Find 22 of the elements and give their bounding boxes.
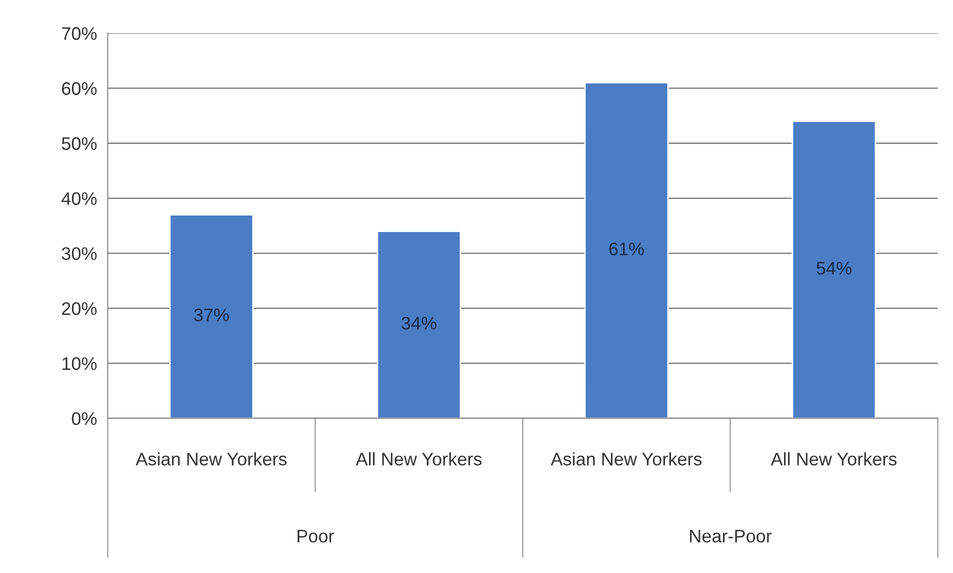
y-tick-label: 10% <box>62 357 97 370</box>
bar <box>169 214 254 418</box>
text: Near-Poor <box>690 530 772 543</box>
bar <box>792 120 876 418</box>
data-label: 61% <box>609 242 644 256</box>
x-tick-label: All New Yorkers <box>770 452 897 466</box>
y-tick-label: 70% <box>62 27 97 40</box>
data-label: 34% <box>402 316 436 330</box>
text: Poor <box>298 530 334 543</box>
x-tick-label: All New Yorkers <box>356 452 482 466</box>
data-label: 54% <box>816 262 852 275</box>
data-label: 37% <box>194 308 229 322</box>
bar <box>584 82 669 418</box>
y-tick-label: 20% <box>62 302 97 315</box>
y-tick-label: 30% <box>62 247 97 260</box>
x-tick-label: Asian New Yorkers <box>550 452 702 466</box>
y-tick-label: 0% <box>72 412 97 426</box>
y-tick-label: 50% <box>62 137 97 150</box>
x-tick-label: Asian New Yorkers <box>136 452 287 466</box>
y-tick-label: 60% <box>62 82 97 95</box>
bar <box>376 230 462 418</box>
y-tick-label: 40% <box>62 192 97 205</box>
